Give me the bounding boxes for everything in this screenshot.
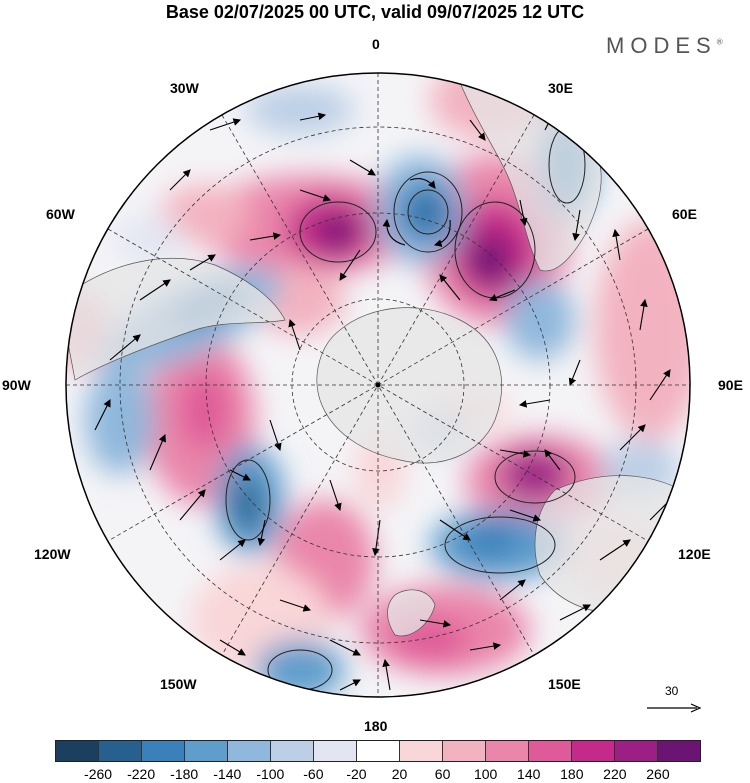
colorbar-segment [142, 741, 185, 761]
colorbar-tick-label: -140 [213, 766, 242, 782]
label-90e: 90E [718, 377, 743, 393]
label-90w: 90W [2, 377, 31, 393]
colorbar-tick-label: 140 [517, 766, 541, 782]
label-120e: 120E [678, 546, 711, 562]
colorbar-tick-label: 60 [434, 766, 451, 782]
map-border [65, 72, 691, 698]
pole-marker [375, 382, 381, 388]
colorbar-tick-label: -180 [170, 766, 199, 782]
colorbar-tick-label: 260 [646, 766, 670, 782]
colorbar-segment [357, 741, 400, 761]
colorbar-segment [443, 741, 486, 761]
label-150w: 150W [160, 676, 197, 692]
registered-mark: ® [716, 37, 723, 47]
wind-vectors [94, 109, 676, 691]
colorbar-segment [572, 741, 615, 761]
colorbar-segment [228, 741, 271, 761]
colorbar-segment [529, 741, 572, 761]
colorbar-tick-label: 220 [603, 766, 627, 782]
colorbar-tick-label: -60 [303, 766, 324, 782]
colorbar-tick-label: -20 [346, 766, 367, 782]
brand-name: MODES [606, 33, 717, 58]
reference-vector-arrow [647, 703, 702, 713]
colorbar-segment [658, 741, 700, 761]
colorbar-segment [99, 741, 142, 761]
label-0: 0 [372, 36, 380, 52]
label-120w: 120W [34, 546, 71, 562]
label-30w: 30W [170, 80, 199, 96]
colorbar-tick-label: 180 [560, 766, 584, 782]
colorbar-segment [185, 741, 228, 761]
colorbar-segment [615, 741, 658, 761]
colorbar-segment [486, 741, 529, 761]
colorbar-tick-label: -220 [127, 766, 156, 782]
colorbar-tick-label: -260 [84, 766, 113, 782]
new-zealand [387, 589, 436, 637]
modes-logo: MODES® [606, 33, 723, 59]
colorbar-segment [400, 741, 443, 761]
colorbar-tick-label: -100 [256, 766, 285, 782]
label-150e: 150E [548, 676, 581, 692]
colorbar-tick-label: 20 [391, 766, 408, 782]
colorbar-tick-label: 100 [473, 766, 498, 782]
label-30e: 30E [548, 80, 573, 96]
label-60w: 60W [46, 206, 75, 222]
colorbar-segment [314, 741, 357, 761]
colorbar-segment [56, 741, 99, 761]
reference-vector-value: 30 [665, 684, 679, 698]
label-180: 180 [364, 718, 388, 734]
label-60e: 60E [672, 206, 697, 222]
map-title: Base 02/07/2025 00 UTC, valid 09/07/2025… [165, 2, 585, 22]
colorbar-segment [271, 741, 314, 761]
colorbar [55, 740, 701, 762]
